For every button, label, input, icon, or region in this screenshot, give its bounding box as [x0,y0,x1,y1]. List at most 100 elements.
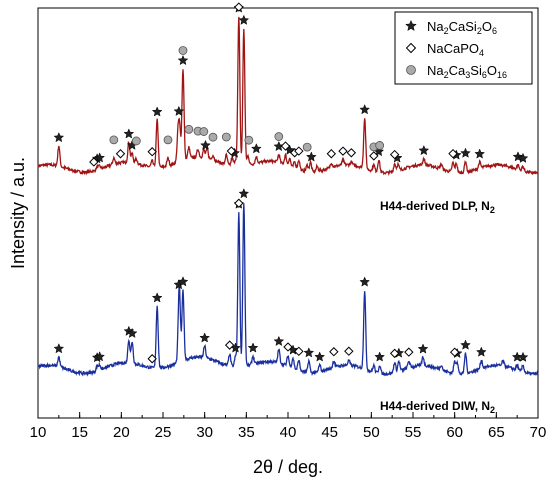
x-tick-label: 60 [446,424,463,441]
star-marker [517,351,529,362]
trace-line [37,16,539,176]
star-marker [173,105,185,116]
star-marker [460,147,471,158]
diamond-marker [283,342,293,352]
trace-line [37,203,539,377]
diamond-marker [326,149,337,159]
x-tick-label: 40 [280,424,297,441]
x-axis: 10 15 20 25 30 35 40 45 50 55 60 65 70 [30,412,547,441]
circle-marker [131,136,141,146]
star-marker [475,346,487,357]
dlp-label-sub: 2 [490,205,495,215]
circle-marker [184,124,194,134]
diamond-marker [226,146,237,156]
star-marker [517,152,529,163]
traces [37,16,539,377]
star-marker [359,276,371,287]
diamond-marker [338,146,348,156]
legend-entry-na2casi2o6: Na2CaSi2O6 [427,19,497,36]
star-marker [418,144,430,156]
x-tick-label: 50 [363,424,380,441]
circle-marker [274,132,284,141]
star-marker [199,332,211,343]
star-marker [94,351,106,362]
x-tick-label: 30 [196,424,213,441]
diamond-marker [234,198,244,208]
diamond-marker [294,146,304,156]
x-tick-label: 10 [30,424,47,441]
diamond-marker [294,346,304,357]
diamond-marker [344,346,354,356]
diamond-marker [329,347,339,357]
star-marker [250,143,262,154]
star-marker [53,131,65,143]
legend-entry-nacapo4: NaCaPO4 [427,41,484,58]
star-marker [53,343,65,354]
circle-marker [244,135,254,145]
star-marker [305,151,317,162]
diamond-marker [369,151,379,161]
diamond-marker [389,348,400,359]
star-marker [474,148,486,159]
x-tick-label: 70 [530,424,547,441]
diw-label-main: H44-derived DIW, N [380,399,490,413]
legend: Na2CaSi2O6 NaCaPO4 Na2Ca3Si6O16 [394,11,533,85]
circle-marker [163,135,173,145]
peak-markers [53,2,529,364]
diamond-marker [346,148,357,158]
x-axis-title: 2θ / deg. [253,457,323,477]
circle-marker [375,141,385,150]
diamond-marker [224,340,235,350]
circle-marker [109,135,119,145]
circle-marker [302,142,312,152]
star-marker [123,128,135,139]
dlp-label-main: H44-derived DLP, N [380,199,490,213]
x-tick-label: 55 [405,424,422,441]
legend-box [394,11,533,85]
circle-marker [208,132,218,142]
diamond-marker [449,347,460,357]
circle-marker [221,132,231,142]
star-marker [177,54,189,66]
star-marker [200,139,211,151]
star-marker [238,14,250,25]
star-marker [151,106,163,117]
star-marker [238,188,250,199]
circle-marker [178,46,188,55]
dlp-trace-label: H44-derived DLP, N2 [380,199,495,215]
x-tick-label: 35 [238,424,255,441]
diamond-marker [115,149,126,159]
diw-trace-label: H44-derived DIW, N2 [380,399,495,415]
legend-entry-na2ca3si6o16: Na2Ca3Si6O16 [427,63,507,80]
star-marker [405,19,417,31]
diamond-marker [389,149,400,160]
x-tick-label: 20 [113,424,130,441]
diw-label-sub: 2 [490,405,495,415]
star-marker [247,342,259,353]
diamond-marker [280,141,291,151]
star-marker [460,339,471,350]
diamond-marker [89,157,99,167]
star-marker [314,351,326,362]
diamond-marker [234,2,244,12]
x-tick-label: 65 [488,424,505,441]
star-marker [359,104,371,115]
diamond-marker [404,347,414,357]
circle-marker [199,127,209,136]
x-tick-label: 25 [155,424,172,441]
star-marker [374,351,386,362]
star-marker [126,327,138,338]
diamond-marker [405,42,417,54]
circle-marker [406,65,416,75]
x-tick-label: 45 [321,424,338,441]
x-tick-label: 15 [71,424,88,441]
diamond-marker [448,148,458,159]
y-axis-title: Intensity / a.u. [8,157,28,269]
star-marker [273,335,285,346]
star-marker [177,276,189,287]
star-marker [417,343,429,354]
diamond-marker [147,147,157,157]
star-marker [151,292,163,303]
diamond-marker [147,354,157,364]
